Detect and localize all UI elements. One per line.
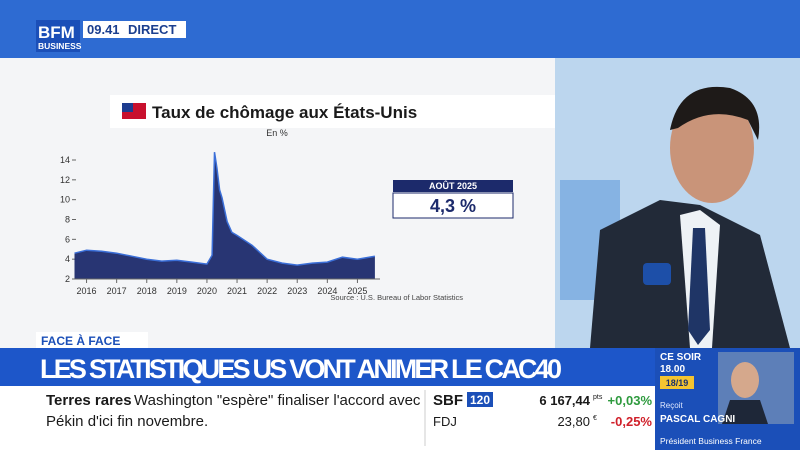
area xyxy=(74,152,375,279)
promo-guest: PASCAL CAGNI xyxy=(660,414,735,425)
y-tick-label: 2 xyxy=(65,274,70,284)
y-tick-label: 6 xyxy=(65,234,70,244)
x-tick-label: 2019 xyxy=(167,286,187,296)
market-badge-box xyxy=(467,392,493,407)
x-tick-label: 2017 xyxy=(107,286,127,296)
tag-box xyxy=(36,332,148,348)
hair xyxy=(670,86,760,140)
headline: LES STATISTIQUES US VONT ANIMER LE CAC40 xyxy=(40,354,562,384)
y-tick-label: 4 xyxy=(65,254,70,264)
market-badge: 120 xyxy=(470,393,490,407)
microphone xyxy=(643,263,671,285)
y-tick-label: 12 xyxy=(60,175,70,185)
logo-box xyxy=(36,20,80,52)
live-status: DIRECT xyxy=(128,22,176,37)
x-tick-label: 2024 xyxy=(317,286,337,296)
market-unit: € xyxy=(593,415,597,422)
title-bar xyxy=(110,95,555,128)
logo-top: BFM xyxy=(38,23,75,42)
x-tick-label: 2022 xyxy=(257,286,277,296)
logo-bottom: BUSINESS xyxy=(38,41,82,51)
x-tick-label: 2020 xyxy=(197,286,217,296)
plot: 2 4 6 8 10 12 14 2016 2017 2018 2019 2020 2021 2022 20… xyxy=(60,151,380,296)
callout-label-box xyxy=(393,180,513,192)
market-unit: pts xyxy=(593,394,603,401)
market-change: -0,25% xyxy=(611,414,653,429)
callout-label: AOÛT 2025 xyxy=(429,180,477,191)
ticker-line: Pékin d'ici fin novembre. xyxy=(46,413,208,430)
flag-canton xyxy=(122,103,133,112)
ticker-line: Washington "espère" finaliser l'accord a… xyxy=(134,392,421,409)
x-tick-label: 2016 xyxy=(77,286,97,296)
source: Source : U.S. Bureau of Labor Statistics xyxy=(330,293,463,302)
y-tick-label: 10 xyxy=(60,195,70,205)
market-name: SBF xyxy=(433,392,463,409)
headline-band xyxy=(0,348,655,386)
x-tick-label: 2025 xyxy=(347,286,367,296)
clock-box xyxy=(83,21,186,38)
promo-role: Président Business France xyxy=(660,436,762,446)
guest-face xyxy=(731,362,759,398)
promo-slot-box xyxy=(660,376,694,389)
market-name: FDJ xyxy=(433,414,457,429)
y-tick-label: 14 xyxy=(60,155,70,165)
ticker-topic: Terres rares xyxy=(46,392,132,409)
tie xyxy=(688,228,710,345)
market-change: +0,03% xyxy=(608,393,653,408)
clock: 09.41 xyxy=(87,22,120,37)
x-tick-label: 2023 xyxy=(287,286,307,296)
banner-tag: FACE À FACE xyxy=(41,333,120,348)
y-tick-label: 8 xyxy=(65,215,70,225)
market-value: 6 167,44 xyxy=(539,393,590,408)
promo-when: CE SOIR xyxy=(660,352,702,363)
promo-slot: 18/19 xyxy=(666,378,689,388)
line xyxy=(74,151,376,266)
callout-value: 4,3 % xyxy=(430,196,476,216)
chart-subtitle: En % xyxy=(266,128,288,138)
callout-value-box xyxy=(392,192,514,219)
x-tick-label: 2021 xyxy=(227,286,247,296)
face xyxy=(670,93,754,203)
guest-suit xyxy=(722,400,768,424)
chart-title: Taux de chômage aux États-Unis xyxy=(152,103,417,122)
market-value: 23,80 xyxy=(557,414,590,429)
x-tick-label: 2018 xyxy=(137,286,157,296)
promo-intro: Reçoit xyxy=(660,401,683,410)
promo-time: 18.00 xyxy=(660,364,685,375)
ticker-band xyxy=(0,386,655,450)
